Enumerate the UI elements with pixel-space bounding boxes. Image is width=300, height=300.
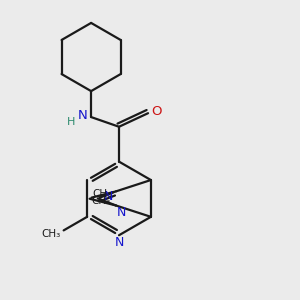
Text: N: N <box>104 190 113 203</box>
Text: H: H <box>67 117 75 127</box>
Text: CH₃: CH₃ <box>42 229 61 239</box>
Text: O: O <box>151 105 162 118</box>
Text: N: N <box>117 206 126 219</box>
Text: N: N <box>78 109 88 122</box>
Text: CH₃: CH₃ <box>93 189 112 199</box>
Text: N: N <box>114 236 124 249</box>
Text: CH₃: CH₃ <box>92 196 111 206</box>
